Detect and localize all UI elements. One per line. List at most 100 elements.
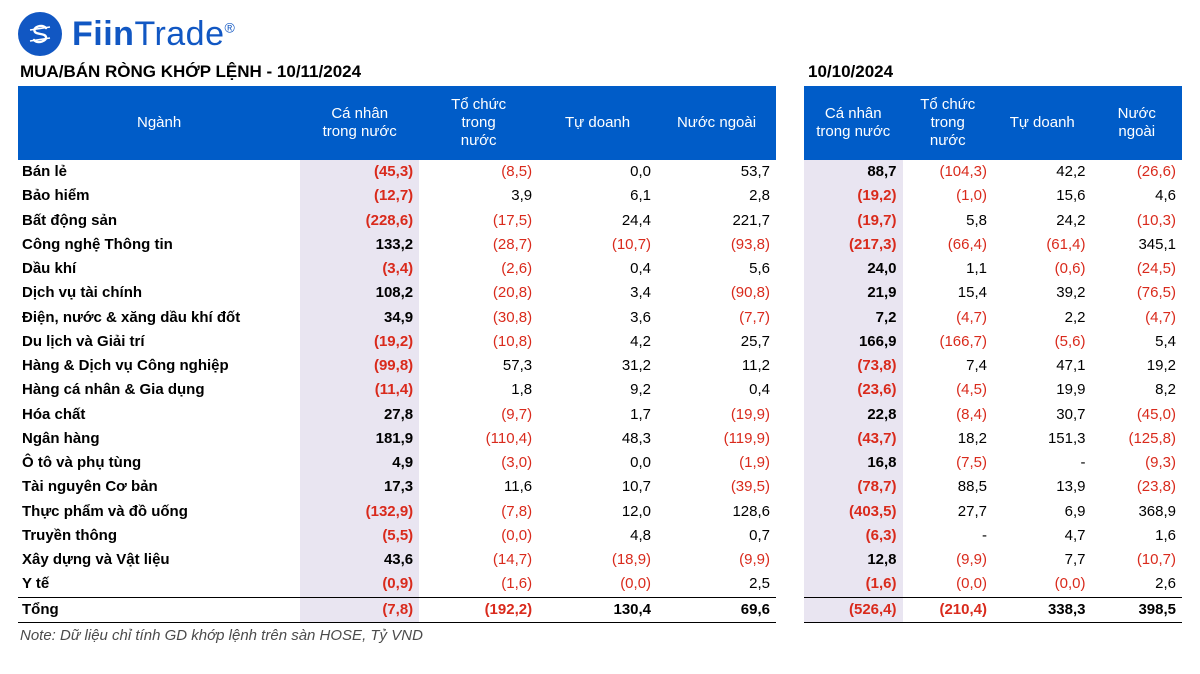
- data-cell: 25,7: [657, 330, 776, 354]
- sector-cell: Dịch vụ tài chính: [18, 281, 300, 305]
- data-cell: 0,7: [657, 524, 776, 548]
- data-cell: 4,7: [993, 524, 1092, 548]
- table-row: 21,915,439,2(76,5): [804, 281, 1182, 305]
- data-cell: 5,6: [657, 257, 776, 281]
- data-cell: (1,0): [903, 184, 993, 208]
- data-cell: (6,3): [804, 524, 903, 548]
- data-cell: 368,9: [1092, 500, 1183, 524]
- data-cell: 4,6: [1092, 184, 1183, 208]
- data-cell: (66,4): [903, 233, 993, 257]
- data-cell: 22,8: [804, 403, 903, 427]
- data-cell: 166,9: [804, 330, 903, 354]
- data-cell: (24,5): [1092, 257, 1183, 281]
- data-cell: (192,2): [419, 597, 538, 622]
- data-cell: (2,6): [419, 257, 538, 281]
- data-cell: (4,7): [903, 306, 993, 330]
- data-cell: (7,7): [657, 306, 776, 330]
- sector-cell: Truyền thông: [18, 524, 300, 548]
- thead-left: NgànhCá nhântrong nướcTổ chứctrongnướcTự…: [18, 87, 776, 159]
- data-cell: 15,4: [903, 281, 993, 305]
- data-cell: (1,9): [657, 451, 776, 475]
- table-row: (19,2)(1,0)15,64,6: [804, 184, 1182, 208]
- data-cell: 2,2: [993, 306, 1092, 330]
- col-header: Tự doanh: [538, 87, 657, 159]
- table-row: (19,7)5,824,2(10,3): [804, 209, 1182, 233]
- data-cell: 57,3: [419, 354, 538, 378]
- data-cell: (132,9): [300, 500, 419, 524]
- data-cell: 17,3: [300, 475, 419, 499]
- table-row: Điện, nước & xăng dầu khí đốt34,9(30,8)3…: [18, 306, 776, 330]
- sector-cell: Tài nguyên Cơ bản: [18, 475, 300, 499]
- data-cell: 0,4: [538, 257, 657, 281]
- data-cell: (403,5): [804, 500, 903, 524]
- data-cell: 7,4: [903, 354, 993, 378]
- data-cell: 5,4: [1092, 330, 1183, 354]
- data-cell: (19,2): [804, 184, 903, 208]
- data-cell: (7,5): [903, 451, 993, 475]
- data-cell: 1,1: [903, 257, 993, 281]
- table-row: Dịch vụ tài chính108,2(20,8)3,4(90,8): [18, 281, 776, 305]
- data-cell: (26,6): [1092, 159, 1183, 184]
- data-cell: 24,2: [993, 209, 1092, 233]
- data-cell: (1,6): [419, 572, 538, 597]
- data-cell: 130,4: [538, 597, 657, 622]
- data-cell: (0,9): [300, 572, 419, 597]
- data-cell: (104,3): [903, 159, 993, 184]
- s-glyph-icon: [25, 19, 55, 49]
- data-cell: 7,7: [993, 548, 1092, 572]
- data-cell: (0,0): [993, 572, 1092, 597]
- data-cell: (9,9): [903, 548, 993, 572]
- data-cell: 24,4: [538, 209, 657, 233]
- data-cell: 133,2: [300, 233, 419, 257]
- data-cell: (20,8): [419, 281, 538, 305]
- col-header: Tổ chứctrongnước: [903, 87, 993, 159]
- col-header: Cá nhântrong nước: [300, 87, 419, 159]
- data-cell: (10,7): [538, 233, 657, 257]
- col-header: Ngành: [18, 87, 300, 159]
- data-cell: (23,8): [1092, 475, 1183, 499]
- footnote: Note: Dữ liệu chỉ tính GD khớp lệnh trên…: [18, 627, 1182, 644]
- table-row: Hóa chất27,8(9,7)1,7(19,9): [18, 403, 776, 427]
- data-cell: (228,6): [300, 209, 419, 233]
- data-cell: (78,7): [804, 475, 903, 499]
- data-cell: 1,7: [538, 403, 657, 427]
- data-cell: 11,6: [419, 475, 538, 499]
- data-cell: (28,7): [419, 233, 538, 257]
- data-cell: (8,4): [903, 403, 993, 427]
- table-row: (78,7)88,513,9(23,8): [804, 475, 1182, 499]
- data-cell: (3,0): [419, 451, 538, 475]
- table-row: Truyền thông(5,5)(0,0)4,80,7: [18, 524, 776, 548]
- data-cell: (17,5): [419, 209, 538, 233]
- tbody-right: 88,7(104,3)42,2(26,6)(19,2)(1,0)15,64,6(…: [804, 159, 1182, 622]
- data-cell: 21,9: [804, 281, 903, 305]
- sector-cell: Hóa chất: [18, 403, 300, 427]
- data-cell: 2,5: [657, 572, 776, 597]
- col-header: Cá nhântrong nước: [804, 87, 903, 159]
- sector-cell: Thực phẩm và đồ uống: [18, 500, 300, 524]
- data-cell: (23,6): [804, 378, 903, 402]
- total-row: (526,4)(210,4)338,3398,5: [804, 597, 1182, 622]
- table-row: (6,3)-4,71,6: [804, 524, 1182, 548]
- brand-trade: Trade: [134, 15, 224, 53]
- header-row-left: NgànhCá nhântrong nướcTổ chứctrongnướcTự…: [18, 87, 776, 159]
- table-row: Ngân hàng181,9(110,4)48,3(119,9): [18, 427, 776, 451]
- table-row: 7,2(4,7)2,2(4,7): [804, 306, 1182, 330]
- brand-fiin: Fiin: [72, 15, 134, 53]
- brand-logo-icon: [18, 12, 62, 56]
- data-cell: (0,0): [903, 572, 993, 597]
- data-cell: 30,7: [993, 403, 1092, 427]
- table-row: 16,8(7,5)-(9,3): [804, 451, 1182, 475]
- brand-logo: FiinTrade®: [18, 12, 1182, 56]
- data-cell: 15,6: [993, 184, 1092, 208]
- data-cell: 3,9: [419, 184, 538, 208]
- sector-cell: Bán lẻ: [18, 159, 300, 184]
- data-cell: 11,2: [657, 354, 776, 378]
- data-cell: 18,2: [903, 427, 993, 451]
- table-row: (23,6)(4,5)19,98,2: [804, 378, 1182, 402]
- data-cell: (166,7): [903, 330, 993, 354]
- table-row: Tài nguyên Cơ bản17,311,610,7(39,5): [18, 475, 776, 499]
- table-row: (73,8)7,447,119,2: [804, 354, 1182, 378]
- table-row: Dầu khí(3,4)(2,6)0,45,6: [18, 257, 776, 281]
- data-cell: 2,6: [1092, 572, 1183, 597]
- sector-cell: Hàng & Dịch vụ Công nghiệp: [18, 354, 300, 378]
